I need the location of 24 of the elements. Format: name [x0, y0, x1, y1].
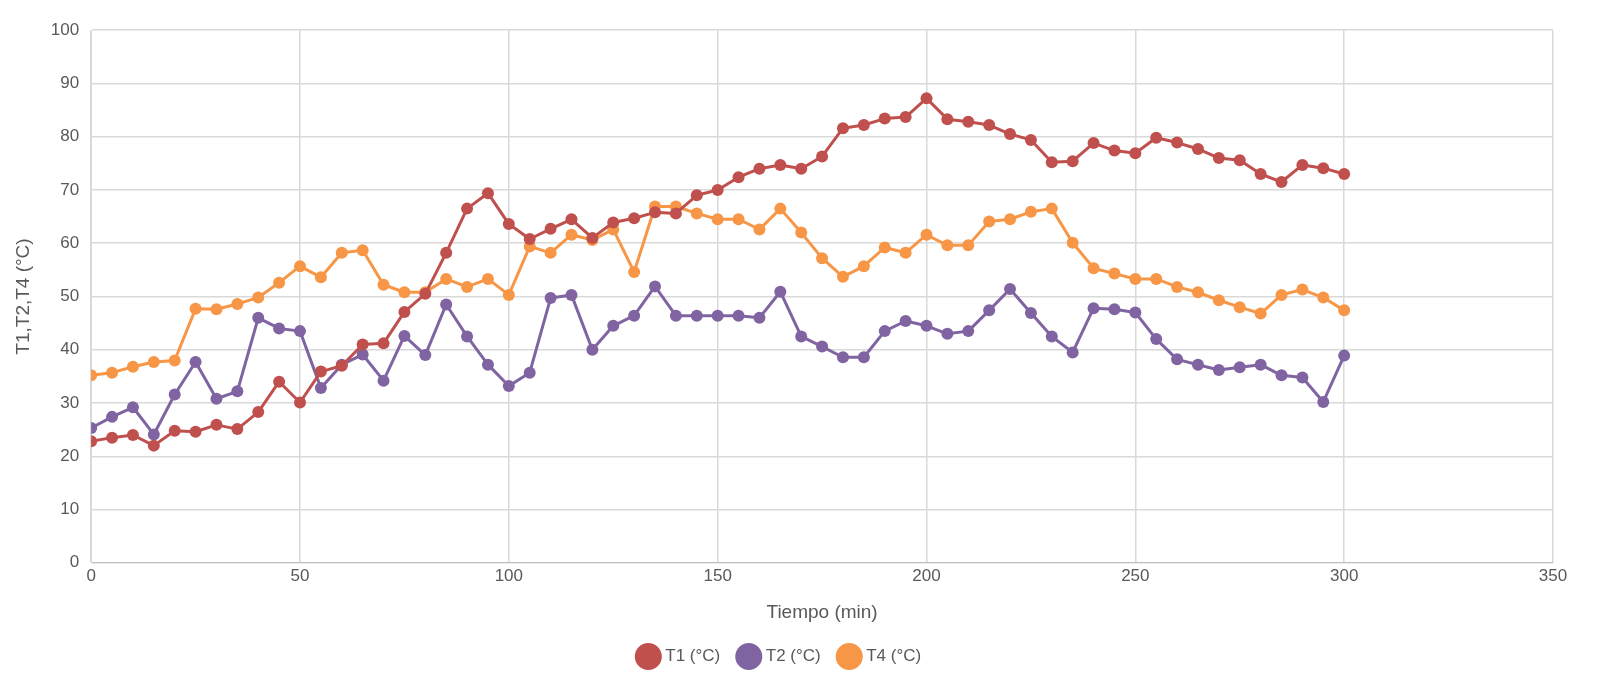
y-tick-label: 90 — [60, 73, 80, 93]
y-axis-title: T1,T2,T4 (°C) — [11, 238, 33, 355]
y-tick-label: 30 — [60, 392, 80, 412]
y-tick-label: 0 — [69, 552, 80, 572]
x-tick-label: 0 — [86, 565, 96, 585]
y-tick-label: 60 — [60, 232, 80, 252]
x-axis-title: Tiempo (min) — [766, 600, 878, 622]
x-tick-label: 150 — [703, 565, 732, 585]
legend-label: T4 (°C) — [866, 646, 922, 666]
x-tick-label: 50 — [290, 565, 310, 585]
x-tick-label: 300 — [1329, 565, 1359, 585]
y-tick-label: 100 — [50, 19, 80, 39]
x-tick-label: 350 — [1538, 565, 1568, 585]
x-tick-label: 250 — [1121, 565, 1150, 585]
y-tick-label: 10 — [60, 499, 80, 519]
x-tick-label: 200 — [912, 565, 941, 585]
x-tick-label: 100 — [494, 565, 524, 585]
y-tick-label: 50 — [60, 286, 80, 306]
y-tick-label: 20 — [60, 445, 80, 465]
y-tick-label: 40 — [60, 339, 80, 359]
legend-label: T2 (°C) — [765, 646, 821, 666]
y-tick-label: 70 — [60, 179, 80, 199]
legend-label: T1 (°C) — [665, 646, 721, 666]
y-tick-label: 80 — [60, 126, 80, 146]
